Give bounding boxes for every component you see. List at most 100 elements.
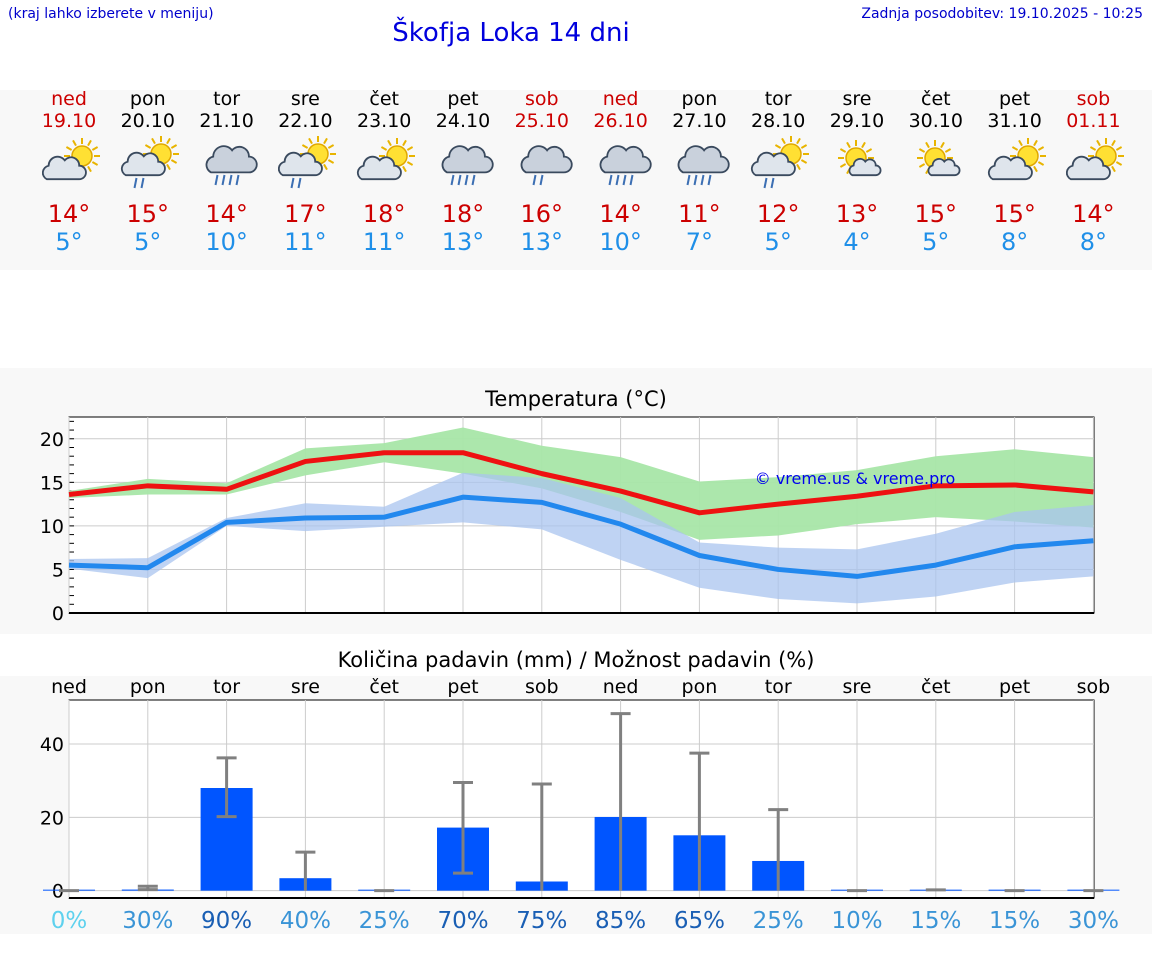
rain-drop	[608, 174, 613, 186]
sun-cloud-icon	[1066, 138, 1125, 181]
sun-ray	[387, 139, 393, 147]
forecast-date: 25.10	[514, 110, 569, 132]
forecast-date: 28.10	[750, 110, 806, 132]
precip-probability: 25%	[753, 908, 804, 934]
sun-cloud-icon	[41, 138, 100, 181]
sun-ray	[407, 161, 414, 166]
weather-icon-slot	[423, 134, 503, 196]
cloud-shape	[751, 151, 797, 177]
forecast-day: tor 28.10 12° 5°	[738, 88, 818, 256]
sun-ray	[781, 137, 787, 145]
forecast-max-temp: 14°	[205, 200, 248, 228]
forecast-max-temp: 15°	[914, 200, 958, 228]
sun-cloud-rain-icon	[120, 136, 179, 189]
sun-cloud-icon	[987, 138, 1046, 181]
sun-ray	[775, 144, 782, 149]
cloud-shape	[441, 145, 494, 174]
sun-ray	[1032, 139, 1038, 147]
sun-ray	[323, 163, 329, 171]
forecast-date: 23.10	[356, 110, 412, 132]
forecast-day: pon 20.10 15° 5°	[108, 88, 188, 256]
cloud-shape	[677, 145, 730, 174]
forecast-day-name: pet	[998, 88, 1031, 110]
forecast-date: 01.11	[1066, 110, 1121, 132]
cloud-shape	[987, 155, 1033, 181]
rain-drop	[290, 177, 295, 189]
x-category-label: pon	[130, 676, 166, 698]
forecast-max-temp: 16°	[520, 200, 564, 228]
sun-ray	[170, 159, 177, 164]
forecast-day: sob 25.10 16° 13°	[502, 88, 582, 256]
rain-drop	[615, 174, 620, 186]
sun-ray	[65, 146, 73, 151]
forecast-day: ned 19.10 14° 5°	[29, 88, 109, 256]
forecast-day: ned 26.10 14° 10°	[581, 88, 661, 256]
forecast-min-temp: 7°	[685, 228, 714, 256]
watermark: © vreme.us & vreme.pro	[755, 469, 956, 488]
forecast-max-temp: 14°	[1072, 200, 1115, 228]
y-tick-label: 0	[52, 881, 64, 903]
sun-cloud-rain-icon	[278, 136, 337, 189]
forecast-day-name: čet	[369, 88, 399, 110]
rain-drop	[532, 174, 537, 186]
rain-drop	[140, 177, 145, 189]
precip-probability: 15%	[989, 908, 1040, 934]
weather-icon-slot	[738, 134, 818, 196]
sun-ray	[165, 137, 171, 145]
precip-probability: 40%	[280, 908, 331, 934]
forecast-day: sre 22.10 17° 11°	[265, 88, 345, 256]
temperature-chart-title: Temperatura (°C)	[485, 387, 667, 411]
sun-ray	[796, 163, 802, 171]
cloud-shape	[357, 155, 403, 181]
precip-probability: 10%	[831, 908, 882, 934]
forecast-day-name: čet	[921, 88, 951, 110]
y-tick-label: 20	[40, 807, 64, 829]
rain-drop	[235, 174, 240, 186]
weather-icon-slot	[502, 134, 582, 196]
forecast-min-temp: 8°	[1079, 228, 1108, 256]
cloud-heavy-rain-icon	[205, 145, 258, 186]
sun-ray	[91, 161, 99, 166]
x-category-label: sre	[291, 676, 320, 698]
sun-ray	[1032, 165, 1038, 173]
sun-ray	[924, 141, 930, 149]
forecast-day: čet 30.10 15° 5°	[896, 88, 976, 256]
x-category-label: tor	[213, 676, 240, 698]
forecast-min-temp: 4°	[843, 228, 871, 256]
rain-drop	[770, 177, 775, 189]
sun-ray	[72, 139, 77, 147]
forecast-day: sre 29.10 13° 4°	[817, 88, 897, 256]
precip-probability: 65%	[674, 908, 725, 934]
temperature-chart: 0 5 10 15 20 © vreme.us & vreme.pro	[40, 416, 1095, 625]
forecast-day-name: sre	[290, 88, 320, 110]
sun-cloud-icon	[357, 138, 416, 181]
rain-drop	[629, 174, 634, 186]
cloud-shape	[599, 145, 652, 174]
rain-drop	[214, 174, 219, 186]
precip-probability: 0%	[51, 908, 88, 934]
forecast-max-temp: 15°	[993, 200, 1036, 228]
y-tick-label: 20	[40, 429, 64, 451]
y-tick-label: 40	[40, 734, 64, 756]
rain-drop	[700, 174, 705, 186]
precip-probability: 30%	[122, 908, 173, 934]
rain-drop	[221, 174, 226, 186]
precipitation-chart: 0 20 40 ned pon tor sre čet pet sob ned pon tor sre če…	[40, 676, 1120, 934]
min-temp-range-band	[69, 472, 1094, 604]
y-tick-label: 0	[52, 603, 64, 625]
weather-icon-slot	[817, 134, 897, 196]
sun-ray	[944, 148, 951, 153]
sun-ray	[1090, 146, 1097, 151]
sun-ray	[323, 137, 329, 145]
sun-small-cloud-icon	[916, 140, 961, 177]
x-category-label: tor	[765, 676, 792, 698]
sun-cloud-icon	[357, 138, 416, 181]
sun-ray	[407, 146, 414, 151]
weather-icon-slot	[1053, 134, 1133, 196]
forecast-day: pet 24.10 18° 13°	[423, 88, 503, 256]
forecast-day-name: sob	[525, 88, 559, 110]
cloud-heavy-rain-icon	[599, 145, 652, 186]
x-category-label: čet	[921, 676, 951, 698]
y-tick-label: 15	[40, 472, 64, 494]
page-title: Škofja Loka 14 dni	[392, 18, 630, 48]
